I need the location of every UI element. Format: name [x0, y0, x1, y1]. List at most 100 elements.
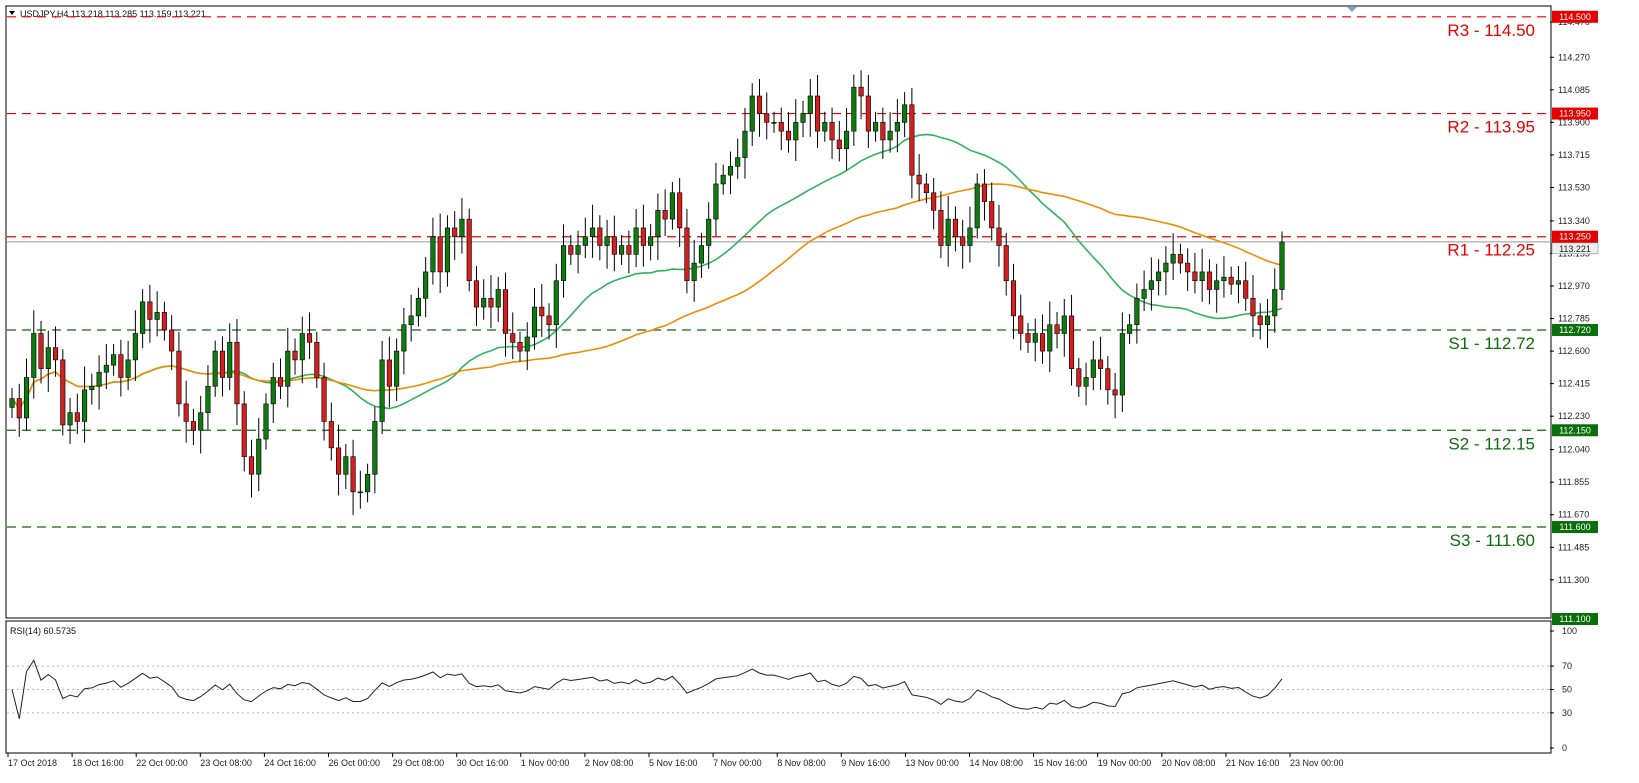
candle — [1134, 283, 1140, 344]
candle-body-down — [1018, 315, 1024, 334]
x-tick-label: 5 Nov 16:00 — [649, 758, 698, 768]
candle-body-up — [227, 341, 233, 378]
y-tick-label: 113.530 — [1558, 182, 1590, 192]
candle-body-down — [1068, 315, 1075, 369]
candle — [277, 358, 284, 399]
candle-body-up — [1119, 333, 1125, 396]
candle — [1105, 356, 1111, 405]
candle — [241, 391, 247, 472]
candle-body-up — [655, 210, 661, 238]
candle — [408, 294, 414, 342]
candle-body-up — [270, 377, 276, 405]
candle — [394, 338, 400, 402]
candle-body-up — [575, 245, 581, 255]
y-tick-label: 111.300 — [1558, 575, 1589, 585]
candle-body-up — [873, 122, 879, 132]
candle — [452, 211, 458, 260]
candle-body-up — [394, 350, 400, 387]
x-tick-label: 18 Oct 16:00 — [72, 758, 124, 768]
candle — [9, 388, 15, 418]
candle-body-down — [234, 341, 240, 405]
candle-body-up — [343, 456, 349, 475]
candle-body-down — [169, 329, 175, 352]
candle-body-down — [1228, 276, 1234, 285]
level-badge: 112.720 — [1552, 323, 1598, 336]
candle-body-up — [1170, 254, 1176, 264]
candle-body-up — [749, 95, 755, 132]
candle — [706, 202, 712, 269]
candle-body-down — [546, 315, 552, 325]
rsi-tick-label: 50 — [1562, 685, 1572, 695]
y-tick-label: 113.900 — [1558, 117, 1590, 127]
candle-body-up — [793, 122, 799, 141]
candle — [154, 291, 160, 337]
level-label: R1 - 112.25 — [1447, 241, 1535, 260]
level-badge: 111.600 — [1552, 521, 1598, 534]
candle — [691, 239, 697, 302]
candle-body-down — [1250, 298, 1256, 317]
candle — [582, 217, 588, 259]
level-label: S3 - 111.60 — [1450, 531, 1535, 550]
level-badge: 112.150 — [1552, 424, 1598, 437]
candle-body-up — [96, 371, 102, 387]
candle — [459, 198, 465, 254]
candle — [1250, 275, 1256, 338]
candle — [945, 195, 951, 267]
candle-body-up — [648, 236, 654, 246]
candle-body-up — [844, 130, 850, 150]
candle-body-up — [481, 298, 487, 308]
candle-body-down — [241, 403, 247, 457]
candle — [684, 208, 690, 294]
candle-body-down — [778, 122, 784, 132]
candle-body-up — [111, 354, 117, 366]
rsi-axis: 100 70 50 30 0 — [1550, 626, 1577, 753]
candle-body-down — [684, 227, 690, 282]
candle-body-up — [698, 245, 704, 264]
candle-body-up — [9, 398, 15, 408]
candle-body-down — [386, 359, 392, 387]
candle-body-down — [996, 227, 1002, 246]
candle-body-up — [604, 236, 610, 246]
candle-body-down — [814, 95, 821, 132]
candle — [749, 83, 755, 146]
y-axis: 114.470114.270114.085113.900113.715113.5… — [1550, 17, 1590, 585]
candle — [1018, 294, 1024, 351]
candle — [887, 112, 893, 153]
candle — [597, 215, 603, 261]
x-tick-label: 15 Nov 16:00 — [1034, 758, 1088, 768]
candle-body-down — [785, 130, 792, 141]
candle — [865, 74, 871, 149]
shift-marker-icon — [1347, 7, 1357, 12]
candle-body-up — [256, 438, 262, 475]
candle-body-down — [52, 347, 59, 361]
candle — [299, 316, 305, 384]
candle — [727, 151, 734, 195]
level-badge-text: 113.250 — [1559, 232, 1591, 242]
candle — [996, 204, 1002, 267]
candle — [909, 87, 915, 199]
candle — [169, 315, 175, 371]
current-price-text: 113.221 — [1559, 244, 1591, 254]
x-tick-label: 23 Nov 00:00 — [1290, 758, 1344, 768]
candle — [1243, 261, 1249, 311]
level-badge-text: 114.500 — [1559, 12, 1591, 22]
candle — [1054, 312, 1060, 349]
candle-body-down — [611, 236, 617, 255]
candle-body-down — [858, 86, 864, 97]
candle-body-down — [190, 421, 196, 431]
candle-body-up — [495, 289, 501, 308]
candle — [575, 230, 581, 274]
candle — [466, 208, 472, 292]
candle — [379, 340, 385, 435]
candle-body-down — [1054, 324, 1060, 334]
candle-body-up — [582, 236, 588, 246]
candle-body-down — [1098, 359, 1104, 369]
level-label: S2 - 112.15 — [1448, 434, 1535, 453]
main-panel — [5, 5, 1552, 619]
candle — [132, 310, 138, 381]
candle — [488, 275, 494, 329]
x-tick-label: 30 Oct 16:00 — [457, 758, 509, 768]
candle-body-up — [212, 350, 218, 387]
candle-body-down — [176, 350, 182, 405]
candle-body-up — [31, 333, 37, 378]
